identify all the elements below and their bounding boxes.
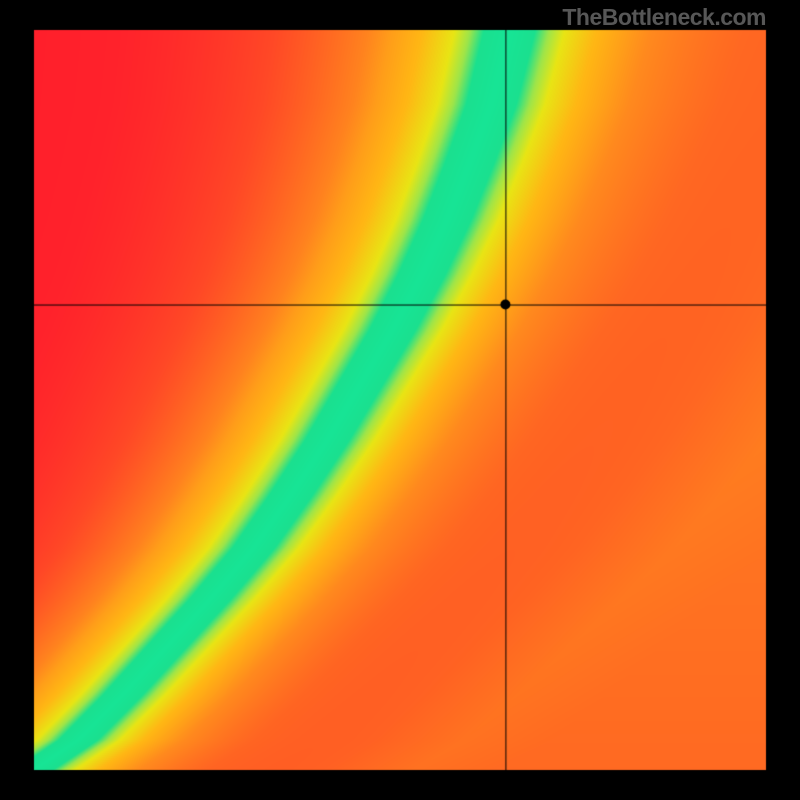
watermark-text: TheBottleneck.com: [562, 4, 766, 31]
bottleneck-heatmap: [0, 0, 800, 800]
